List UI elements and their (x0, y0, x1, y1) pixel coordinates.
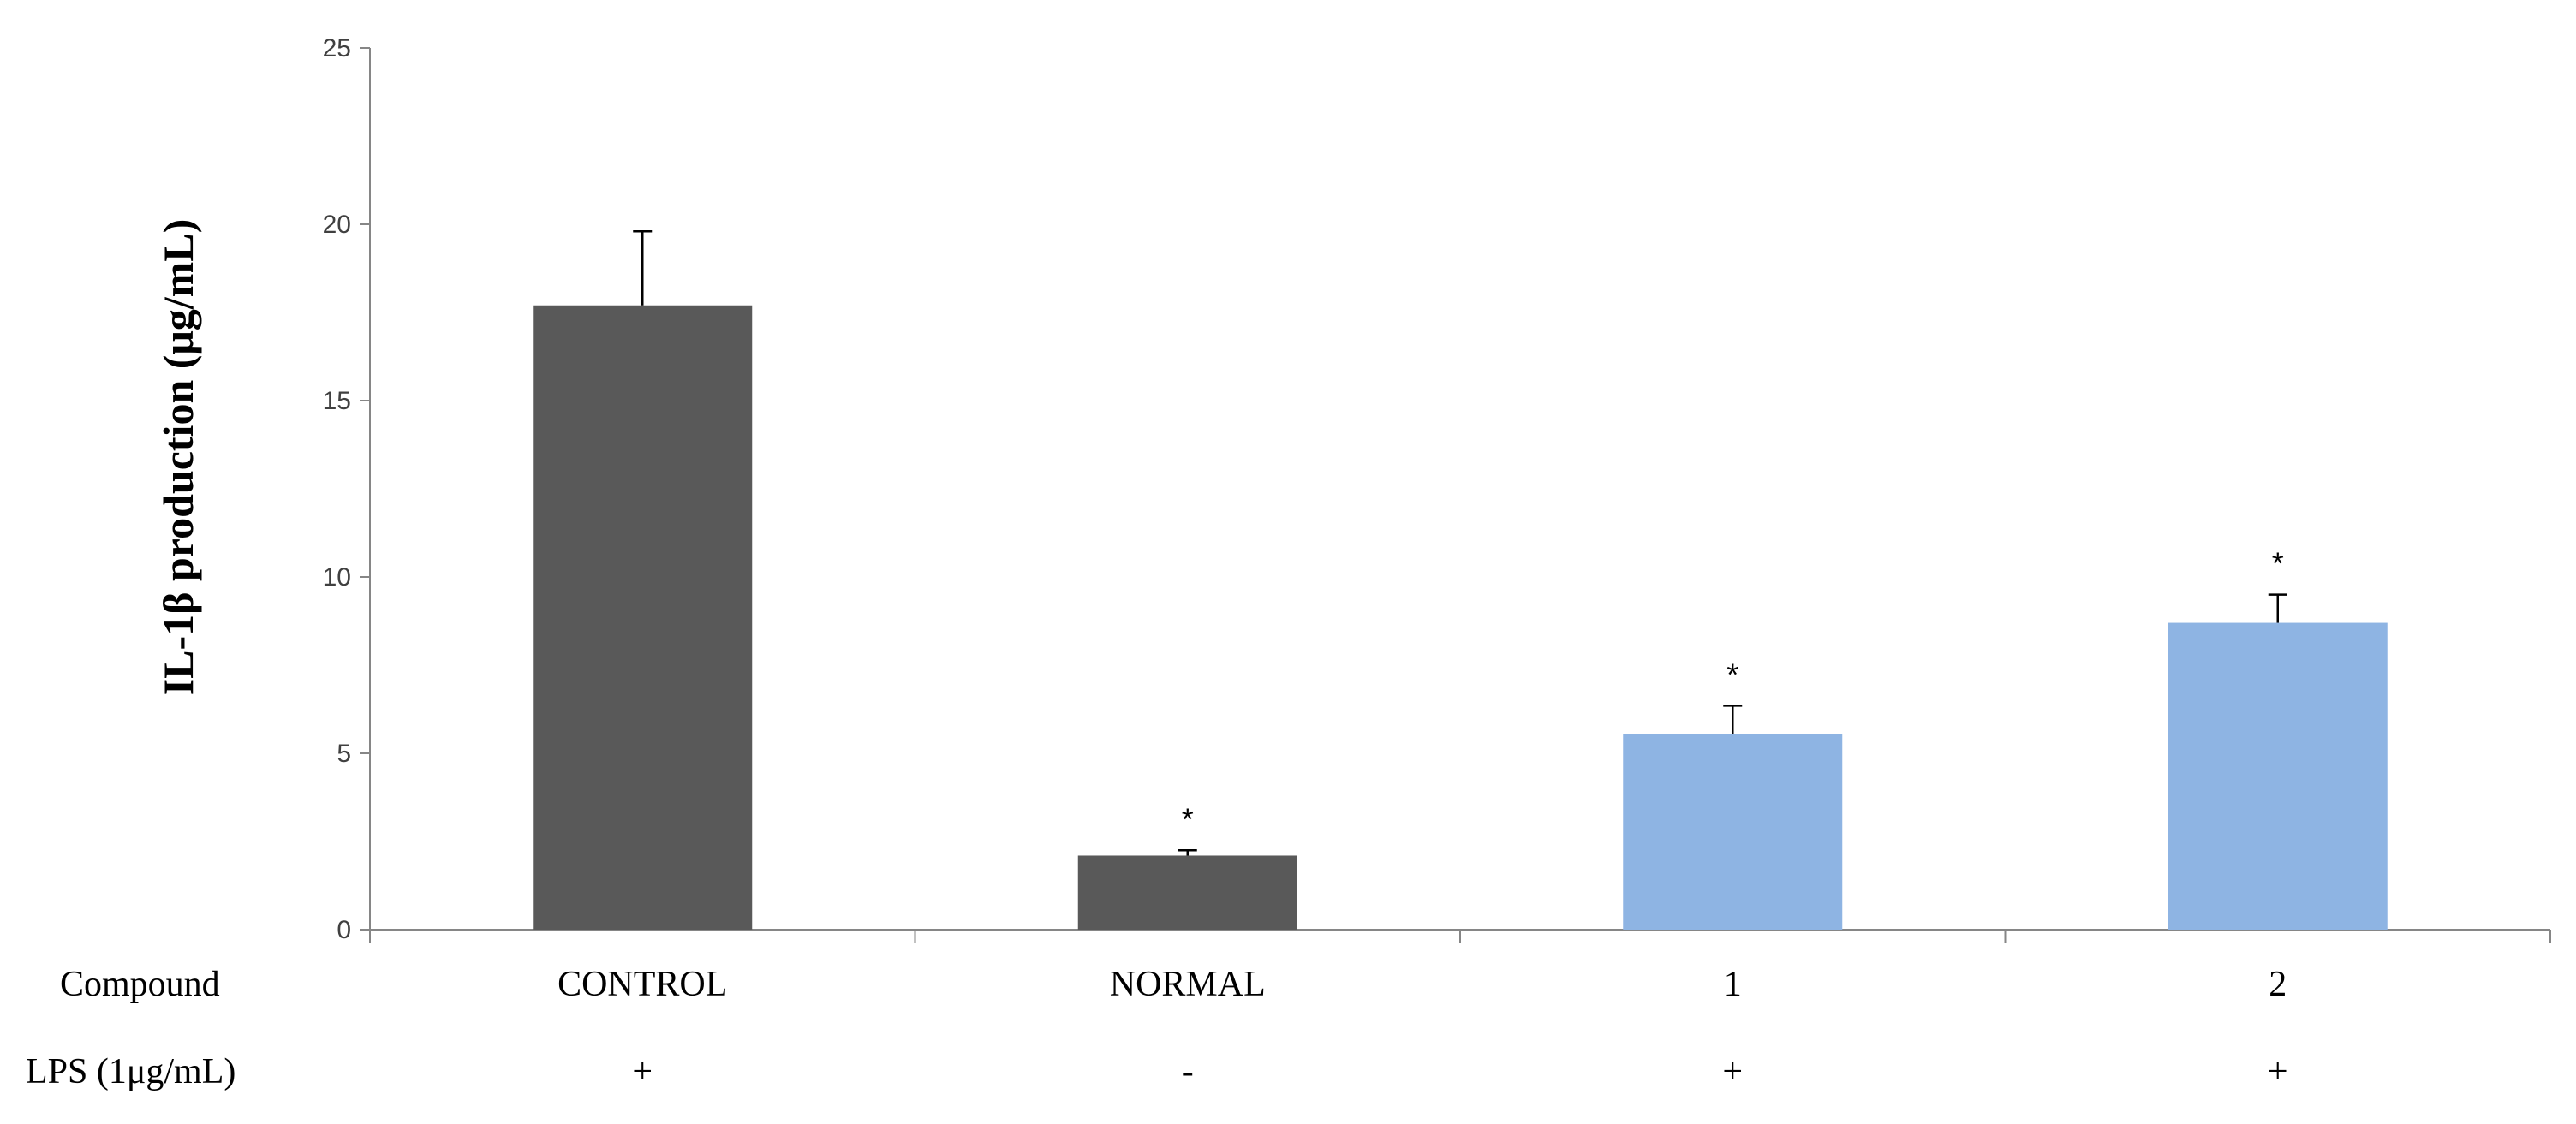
significance-star-1: * (1182, 801, 1194, 836)
significance-star-2: * (1726, 657, 1738, 692)
y-tick-label: 15 (323, 387, 351, 415)
y-tick-label: 25 (323, 34, 351, 62)
bar-2 (1623, 734, 1843, 930)
y-tick-label: 20 (323, 211, 351, 239)
lps-value: + (1722, 1052, 1743, 1091)
category-label: CONTROL (558, 965, 727, 1004)
category-label: NORMAL (1110, 965, 1266, 1004)
bar-1 (1077, 855, 1297, 930)
lps-value: + (2268, 1052, 2288, 1091)
y-tick-label: 10 (323, 563, 351, 592)
category-label: 2 (2269, 965, 2287, 1004)
lps-value: + (632, 1052, 653, 1091)
bar-3 (2168, 622, 2388, 930)
row-label-lps: LPS (1μg/mL) (26, 1052, 236, 1091)
y-tick-label: 0 (337, 916, 351, 944)
bar-0 (533, 305, 753, 930)
significance-star-3: * (2272, 546, 2284, 581)
plot-area: 0 5 10 15 20 25 * * * CONTROL NORMAL 1 2 + - + + (323, 34, 2551, 1091)
category-label: 1 (1724, 965, 1742, 1004)
lps-value: - (1182, 1052, 1194, 1091)
y-axis-title: IL-1β production (μg/mL) (154, 219, 202, 696)
y-tick-label: 5 (337, 740, 351, 768)
row-label-compound: Compound (60, 965, 220, 1004)
